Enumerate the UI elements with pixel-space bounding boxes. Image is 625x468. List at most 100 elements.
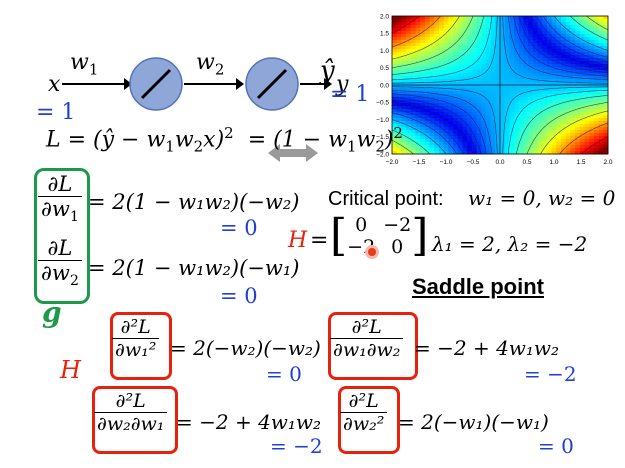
heatmap-cell (462, 112, 468, 116)
heatmap-cell (429, 103, 435, 107)
heatmap-cell (495, 127, 501, 131)
heatmap-cell (406, 103, 412, 107)
heatmap-cell (584, 46, 590, 50)
heatmap-cell (415, 97, 421, 101)
heatmap-cell (579, 91, 585, 95)
heatmap-cell (453, 43, 459, 47)
heatmap-cell (504, 121, 510, 125)
heatmap-cell (565, 94, 571, 98)
heatmap-cell (467, 118, 473, 122)
heatmap-cell (453, 46, 459, 50)
heatmap-cell (532, 91, 538, 95)
heatmap-cell (429, 112, 435, 116)
heatmap-cell (514, 34, 520, 38)
heatmap-cell (565, 40, 571, 44)
heatmap-cell (471, 106, 477, 110)
heatmap-cell (570, 115, 576, 119)
heatmap-cell (438, 16, 445, 20)
heatmap-cell (556, 64, 562, 68)
heatmap-cell (556, 91, 562, 95)
heatmap-cell (401, 73, 407, 77)
heatmap-cell (570, 70, 576, 74)
heatmap-cell (598, 115, 604, 119)
heatmap-cell (598, 136, 604, 140)
heatmap-cell (542, 43, 548, 47)
h21-fraction: ∂²L ∂w₂∂w₁ (94, 390, 168, 435)
heatmap-cell (589, 106, 595, 110)
heatmap-cell (467, 151, 473, 155)
heatmap-cell (410, 58, 416, 62)
heatmap-cell (462, 82, 468, 86)
heatmap-cell (565, 79, 571, 83)
heatmap-cell (565, 43, 571, 47)
heatmap-cell (420, 148, 426, 152)
heatmap-cell (495, 25, 501, 29)
heatmap-cell (457, 67, 463, 71)
heatmap-cell (528, 103, 534, 107)
heatmap-cell (603, 22, 609, 26)
heatmap-cell (509, 73, 515, 77)
heatmap-cell (514, 127, 520, 131)
heatmap-cell (415, 73, 421, 77)
heatmap-cell (542, 88, 548, 92)
heatmap-cell (509, 61, 515, 65)
heatmap-cell (438, 118, 445, 122)
heatmap-cell (420, 28, 426, 32)
heatmap-cell (485, 16, 492, 20)
heatmap-cell (467, 130, 473, 134)
heatmap-cell (500, 25, 506, 29)
heatmap-cell (584, 136, 590, 140)
heatmap-cell (570, 127, 576, 131)
heatmap-cell (593, 22, 600, 26)
heatmap-cell (598, 19, 604, 23)
heatmap-cell (429, 19, 435, 23)
contour-line (391, 15, 441, 48)
heatmap-cell (401, 55, 407, 59)
heatmap-cell (415, 148, 421, 152)
heatmap-cell (476, 25, 482, 29)
heatmap-cell (537, 109, 543, 113)
heatmap-cell (462, 148, 468, 152)
heatmap-cell (565, 130, 571, 134)
h-a12: −2 (383, 214, 412, 236)
heatmap-cell (481, 67, 487, 71)
heatmap-cell (575, 52, 581, 56)
heatmap-cell (598, 97, 604, 101)
heatmap-cell (410, 106, 416, 110)
heatmap-cell (396, 58, 402, 62)
heatmap-cell (448, 43, 454, 47)
heatmap-cell (500, 88, 506, 92)
heatmap-cell (542, 58, 548, 62)
heatmap-cell (603, 127, 609, 131)
heatmap-cell (537, 55, 543, 59)
heatmap-cell (546, 97, 553, 101)
heatmap-cell (392, 127, 398, 131)
heatmap-cell (561, 58, 567, 62)
heatmap-cell (434, 136, 440, 140)
heatmap-cell (556, 133, 562, 137)
heatmap-cell (457, 115, 463, 119)
heatmap-cell (509, 91, 515, 95)
heatmap-cell (537, 145, 543, 149)
heatmap-cell (471, 67, 477, 71)
heatmap-cell (471, 91, 477, 95)
heatmap-cell (434, 37, 440, 41)
heatmap-cell (598, 49, 604, 53)
heatmap-cell (546, 61, 553, 65)
h12-equation: = −2 + 4w₁w₂ (414, 336, 560, 360)
heatmap-cell (603, 97, 609, 101)
heatmap-cell (514, 64, 520, 68)
heatmap-cell (575, 70, 581, 74)
contour-line (531, 16, 609, 66)
heatmap-cell (589, 64, 595, 68)
heatmap-cell (410, 64, 416, 68)
heatmap-cell (476, 73, 482, 77)
heatmap-cell (392, 67, 398, 71)
heatmap-cell (443, 127, 449, 131)
heatmap-cell (593, 16, 600, 20)
heatmap-cell (565, 67, 571, 71)
heatmap-cell (410, 25, 416, 29)
plot-frame (391, 15, 609, 155)
heatmap-cell (476, 70, 482, 74)
heatmap-cell (556, 31, 562, 35)
